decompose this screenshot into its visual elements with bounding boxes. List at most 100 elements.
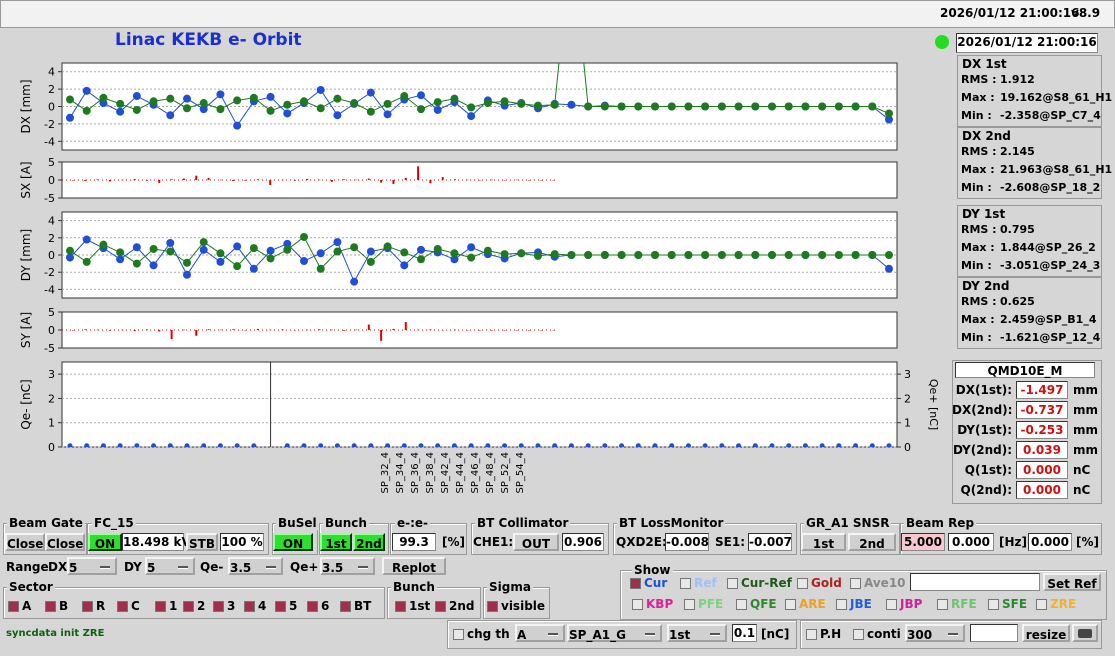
checkbox[interactable] bbox=[727, 578, 738, 589]
checkbox[interactable] bbox=[395, 601, 406, 612]
y-tick-label: 5 bbox=[48, 306, 55, 319]
dropdown[interactable]: 3.5 bbox=[228, 557, 283, 575]
point bbox=[483, 99, 492, 108]
checkbox[interactable] bbox=[1036, 599, 1047, 610]
point bbox=[467, 253, 476, 262]
checkbox[interactable] bbox=[183, 601, 194, 612]
point bbox=[217, 443, 223, 447]
point bbox=[485, 443, 491, 447]
bar bbox=[207, 329, 210, 330]
checkbox[interactable] bbox=[886, 599, 897, 610]
point bbox=[834, 251, 843, 259]
stats-title: DX 1st bbox=[962, 57, 1007, 71]
point bbox=[183, 270, 191, 279]
checkbox[interactable] bbox=[937, 599, 948, 610]
checkbox[interactable] bbox=[82, 601, 93, 612]
checkbox[interactable] bbox=[632, 599, 643, 610]
button[interactable]: 1st bbox=[801, 533, 846, 551]
checkbox[interactable] bbox=[155, 601, 166, 612]
point bbox=[151, 443, 157, 447]
point bbox=[736, 443, 742, 447]
dropdown[interactable]: 300 bbox=[905, 624, 965, 642]
checkbox-label: PFE bbox=[698, 597, 724, 611]
camera-button[interactable] bbox=[1072, 624, 1098, 642]
point bbox=[851, 251, 860, 259]
point bbox=[350, 277, 359, 286]
checkbox[interactable] bbox=[850, 578, 861, 589]
button[interactable]: Close bbox=[5, 533, 45, 551]
button[interactable]: Set Ref bbox=[1043, 573, 1101, 591]
bar bbox=[417, 329, 420, 331]
bar bbox=[392, 328, 395, 330]
dropdown[interactable]: 3.5 bbox=[320, 557, 375, 575]
button[interactable]: 2nd bbox=[848, 533, 896, 551]
point bbox=[249, 244, 258, 253]
x-tick-label: SP_32_4 bbox=[380, 452, 391, 493]
bar bbox=[182, 178, 185, 180]
checkbox[interactable] bbox=[797, 578, 808, 589]
point bbox=[366, 88, 375, 97]
checkbox[interactable] bbox=[435, 601, 446, 612]
bar bbox=[478, 180, 481, 181]
point bbox=[451, 443, 457, 447]
stats-value: 19.162@S8_61_H1 bbox=[1000, 91, 1113, 104]
point bbox=[685, 443, 691, 447]
point bbox=[66, 113, 74, 122]
checkbox[interactable] bbox=[487, 601, 498, 612]
bar bbox=[441, 330, 444, 331]
checkbox[interactable] bbox=[630, 578, 641, 589]
bar bbox=[503, 180, 506, 181]
text-input[interactable] bbox=[910, 573, 1040, 591]
button[interactable]: Close bbox=[45, 533, 85, 551]
dropdown[interactable]: 1st bbox=[667, 624, 727, 642]
text-input[interactable] bbox=[970, 624, 1018, 642]
checkbox[interactable] bbox=[736, 599, 747, 610]
checkbox[interactable] bbox=[988, 599, 999, 610]
point bbox=[600, 251, 609, 259]
dropdown[interactable]: A bbox=[515, 624, 565, 642]
field: 0.906 bbox=[562, 533, 604, 551]
dropdown[interactable]: SP_A1_G bbox=[567, 624, 662, 642]
point bbox=[400, 248, 409, 257]
checkbox[interactable] bbox=[453, 629, 464, 640]
checkbox[interactable] bbox=[806, 629, 817, 640]
checkbox[interactable] bbox=[684, 599, 695, 610]
dropdown[interactable]: 5 bbox=[145, 557, 195, 575]
checkbox[interactable] bbox=[785, 599, 796, 610]
checkbox[interactable] bbox=[117, 601, 128, 612]
bar bbox=[404, 322, 407, 330]
toggle[interactable]: 1st bbox=[320, 533, 352, 551]
button[interactable]: STB bbox=[186, 533, 218, 551]
point bbox=[868, 102, 877, 111]
group-label: e-:e- bbox=[395, 516, 431, 530]
label: [Hz] bbox=[999, 535, 1027, 549]
checkbox[interactable] bbox=[244, 601, 255, 612]
checkbox[interactable] bbox=[307, 601, 318, 612]
button[interactable]: Replot bbox=[382, 557, 446, 575]
stats-label: Max : bbox=[961, 241, 995, 254]
point bbox=[669, 443, 675, 447]
checkbox[interactable] bbox=[680, 578, 691, 589]
point bbox=[283, 100, 292, 109]
point bbox=[652, 443, 658, 447]
checkbox[interactable] bbox=[275, 601, 286, 612]
checkbox[interactable] bbox=[8, 601, 19, 612]
dropdown[interactable]: 5 bbox=[67, 557, 117, 575]
button[interactable]: resize bbox=[1022, 624, 1070, 642]
bar bbox=[84, 329, 87, 330]
checkbox[interactable] bbox=[340, 601, 351, 612]
checkbox[interactable] bbox=[213, 601, 224, 612]
checkbox[interactable] bbox=[45, 601, 56, 612]
toggle[interactable]: 2nd bbox=[353, 533, 385, 551]
point bbox=[266, 92, 275, 101]
stats-title: DY 1st bbox=[962, 207, 1006, 221]
checkbox[interactable] bbox=[853, 629, 864, 640]
point bbox=[318, 443, 324, 447]
point bbox=[82, 257, 91, 266]
group-label: GR_A1 SNSR bbox=[804, 516, 892, 530]
checkbox[interactable] bbox=[836, 599, 847, 610]
point bbox=[283, 245, 292, 254]
checkbox-label: QFE bbox=[750, 597, 777, 611]
bar bbox=[195, 330, 198, 336]
point bbox=[283, 239, 292, 248]
